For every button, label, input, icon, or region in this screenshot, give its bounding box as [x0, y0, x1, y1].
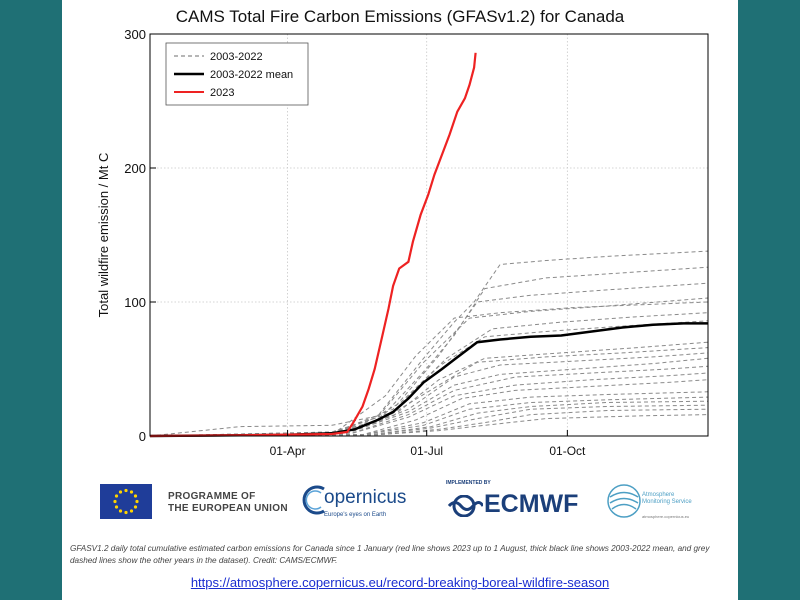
cams-globe-icon — [607, 484, 641, 518]
eu-line-2: THE EUROPEAN UNION — [168, 503, 288, 514]
eu-flag-icon — [100, 484, 152, 519]
copernicus-tagline: Europe's eyes on Earth — [324, 512, 387, 518]
legend-label: 2003-2022 mean — [210, 69, 293, 81]
series-line-background-year — [149, 396, 709, 437]
series-line-2023 — [149, 52, 477, 438]
series-line-background-year — [149, 379, 709, 437]
series-line-background-year — [149, 250, 709, 437]
source-link[interactable]: https://atmosphere.copernicus.eu/record-… — [190, 575, 610, 590]
series-line-background-year — [149, 301, 709, 437]
series-line-background-year — [149, 347, 709, 437]
eu-programme-text: PROGRAMME OF THE EUROPEAN UNION — [168, 491, 288, 515]
plot-frame — [149, 33, 709, 437]
series-line-background-year — [149, 408, 709, 437]
x-tick-label: 01-Apr — [270, 444, 306, 458]
series-line-background-year — [149, 341, 709, 437]
chart-title: CAMS Total Fire Carbon Emissions (GFASv1… — [175, 7, 625, 26]
ecmwf-wordmark: ECMWF — [484, 490, 579, 518]
y-tick-label: 200 — [124, 161, 146, 176]
series-line-background-year — [149, 320, 709, 437]
cams-line-1: Atmosphere — [642, 492, 675, 498]
series-line-background-year — [149, 282, 709, 437]
series-line-mean — [149, 322, 708, 438]
legend-box — [165, 42, 309, 106]
logo-strip: PROGRAMME OF THE EUROPEAN UNION opernicu… — [62, 478, 738, 528]
ecmwf-wave-icon — [447, 495, 483, 517]
implemented-by-label: IMPLEMENTED BY — [446, 480, 491, 486]
eu-line-1: PROGRAMME OF — [168, 491, 256, 502]
series-line-background-year — [149, 357, 709, 437]
series-line-background-year — [149, 372, 709, 437]
x-tick-label: 01-Oct — [549, 444, 586, 458]
legend: 2003-2022 2003-2022 mean 2023 — [165, 42, 309, 106]
cams-url: atmosphere.copernicus.eu — [642, 514, 690, 519]
series-line-background-year — [149, 414, 709, 437]
y-tick-label: 100 — [124, 295, 146, 310]
y-tick-label: 0 — [139, 429, 146, 444]
content-panel: CAMS Total Fire Carbon Emissions (GFASv1… — [62, 0, 738, 600]
y-axis-label: Total wildfire emission / Mt C — [96, 153, 111, 318]
copernicus-c-icon — [302, 485, 325, 515]
chart: 01-Apr 01-Jul 01-Oct 0 100 200 300 Total wildf… — [96, 27, 709, 458]
copernicus-wordmark: opernicus — [324, 487, 407, 508]
series-line-background-year — [149, 365, 709, 437]
x-tick-label: 01-Jul — [410, 444, 443, 458]
cams-line-2: Monitoring Service — [642, 499, 692, 505]
cams-wordmark: Atmosphere Monitoring Service — [642, 492, 692, 506]
y-tick-label: 300 — [124, 27, 146, 42]
legend-label: 2023 — [210, 87, 234, 99]
figure-caption: GFASV1.2 daily total cumulative estimate… — [70, 544, 710, 565]
legend-label: 2003-2022 — [210, 51, 263, 63]
series-line-background-year — [149, 352, 709, 437]
series-line-background-year — [149, 312, 709, 437]
